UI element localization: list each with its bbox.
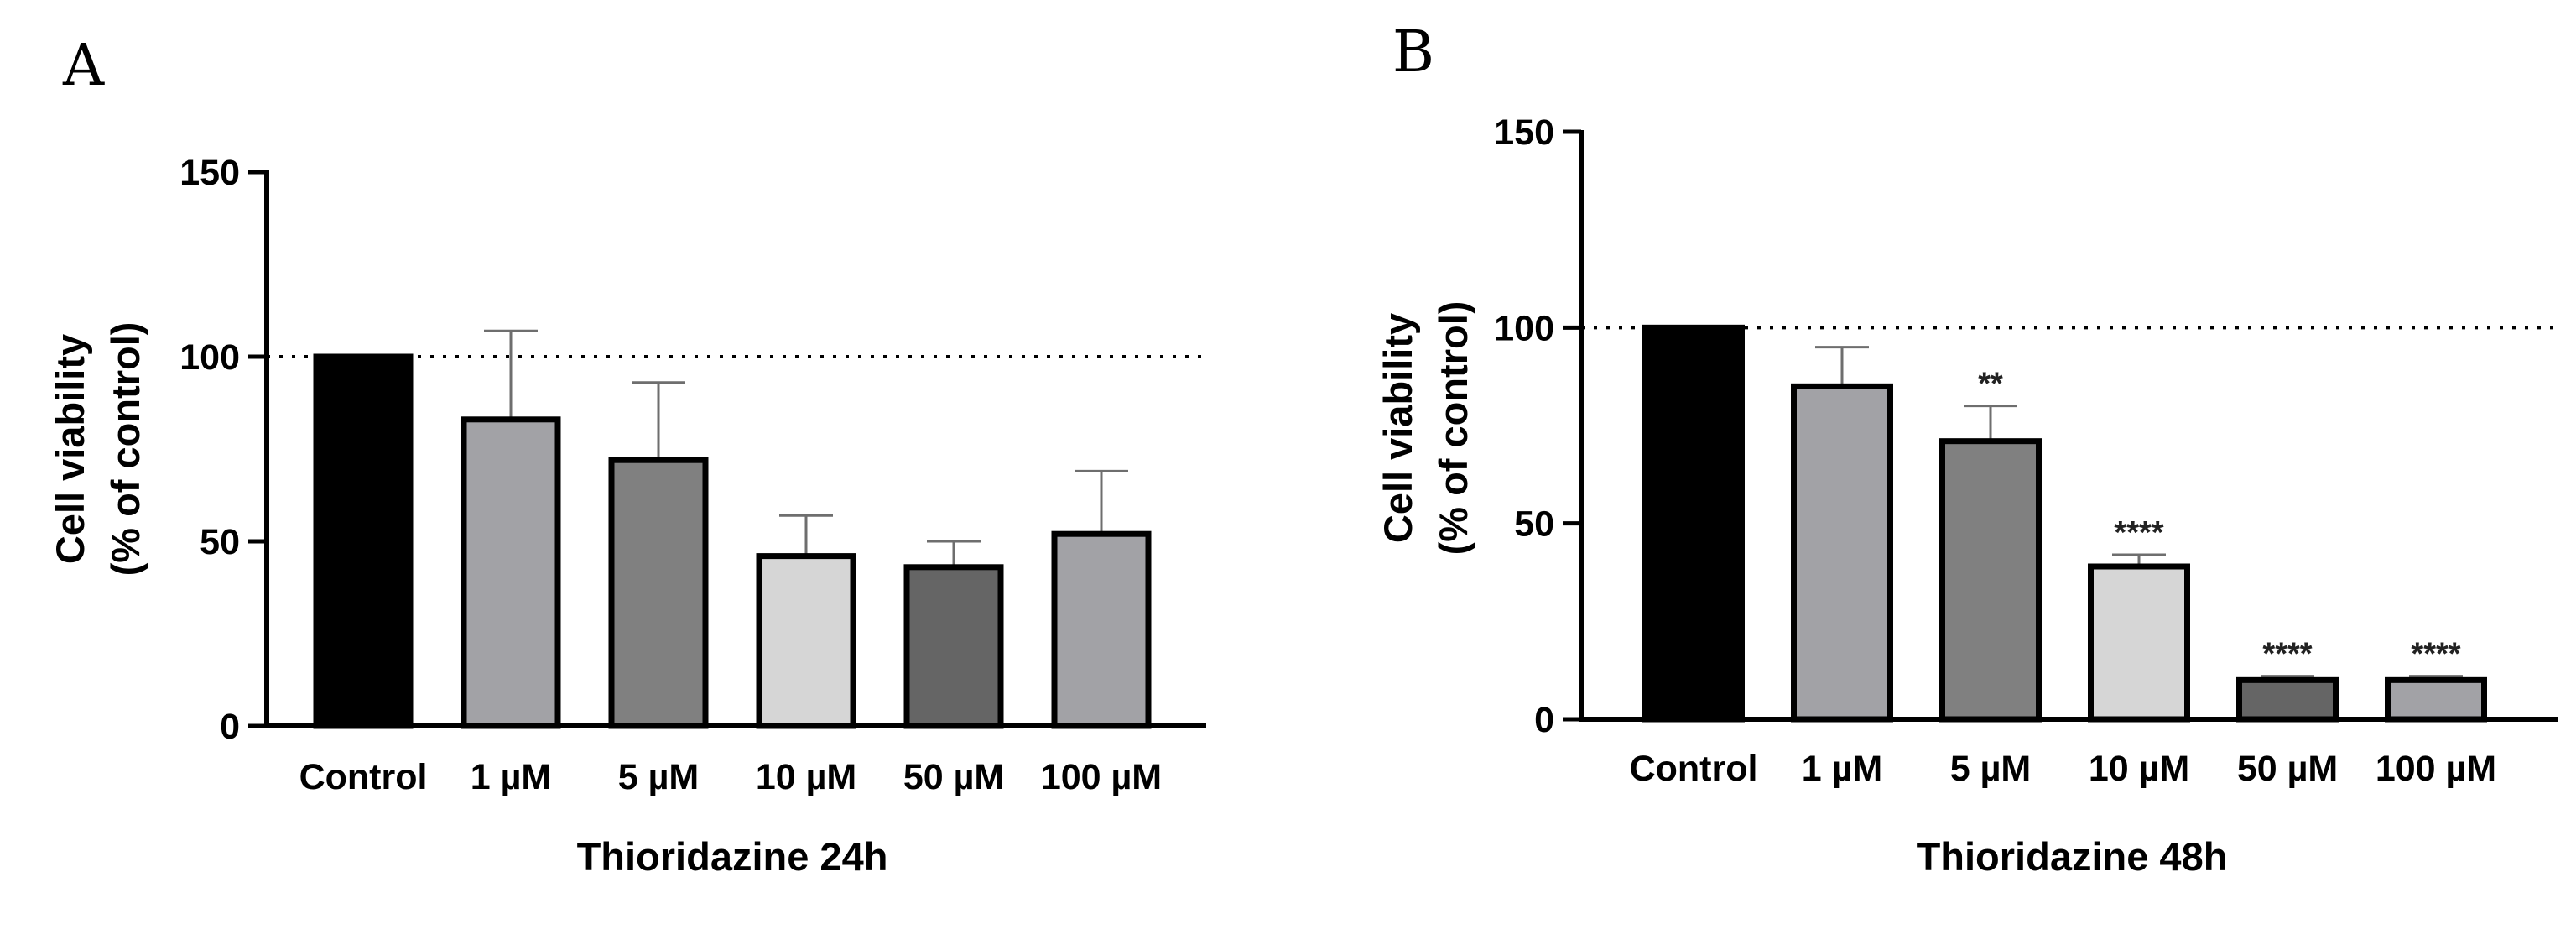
- x-tick-label: 100 µM: [2376, 749, 2496, 789]
- significance-label: ****: [2411, 637, 2460, 672]
- y-axis-title: (% of control): [1431, 301, 1475, 556]
- bar: [1791, 383, 1893, 723]
- y-tick-label: 0: [220, 707, 240, 747]
- y-tick-label: 150: [1494, 112, 1554, 153]
- panel-b-chart: Control 1 µM 5 µM ** 10 µM **** 50 µM **** 100 µ…: [1376, 112, 2558, 879]
- bar: [2385, 676, 2487, 723]
- x-tick-label: Control: [1630, 749, 1758, 789]
- bar: [2088, 563, 2190, 723]
- x-tick-label: 1 µM: [471, 757, 551, 797]
- bar: [1939, 438, 2042, 723]
- significance-label: ****: [2114, 515, 2163, 551]
- significance-label: **: [1978, 367, 2003, 402]
- y-tick-label: 50: [200, 522, 240, 562]
- bar: [903, 564, 1004, 729]
- y-tick-label: 0: [1534, 700, 1554, 740]
- y-axis-title: Cell viability: [48, 334, 92, 564]
- y-tick-label: 100: [180, 337, 240, 378]
- panel-b-letter: B: [1392, 19, 1434, 86]
- bar: [608, 457, 709, 729]
- y-tick-label: 150: [180, 153, 240, 193]
- significance-label: ****: [2262, 637, 2312, 672]
- x-axis-title: Thioridazine 24h: [577, 834, 888, 879]
- x-axis-title: Thioridazine 48h: [1917, 834, 2228, 879]
- x-tick-label: 50 µM: [903, 757, 1004, 797]
- x-tick-label: Control: [299, 757, 428, 797]
- y-tick-label: 100: [1494, 308, 1554, 348]
- x-tick-label: 50 µM: [2237, 749, 2338, 789]
- bar: [1051, 530, 1152, 729]
- x-tick-label: 100 µM: [1041, 757, 1162, 797]
- bar: [461, 416, 561, 729]
- bar: [313, 353, 414, 729]
- y-axis-title: Cell viability: [1376, 313, 1420, 543]
- x-tick-label: 5 µM: [1950, 749, 2031, 789]
- x-tick-label: 5 µM: [618, 757, 699, 797]
- x-tick-label: 1 µM: [1802, 749, 1882, 789]
- bar: [2236, 676, 2339, 723]
- bar: [1642, 324, 1745, 723]
- y-tick-label: 50: [1514, 504, 1554, 545]
- x-tick-label: 10 µM: [756, 757, 856, 797]
- panel-a-letter: A: [62, 33, 105, 99]
- panel-a-chart: Control 1 µM 5 µM 10 µM 50 µM 100 µM 0 50 100 150…: [48, 153, 1206, 879]
- x-tick-label: 10 µM: [2089, 749, 2189, 789]
- y-axis-title: (% of control): [103, 322, 148, 577]
- bar: [756, 553, 856, 729]
